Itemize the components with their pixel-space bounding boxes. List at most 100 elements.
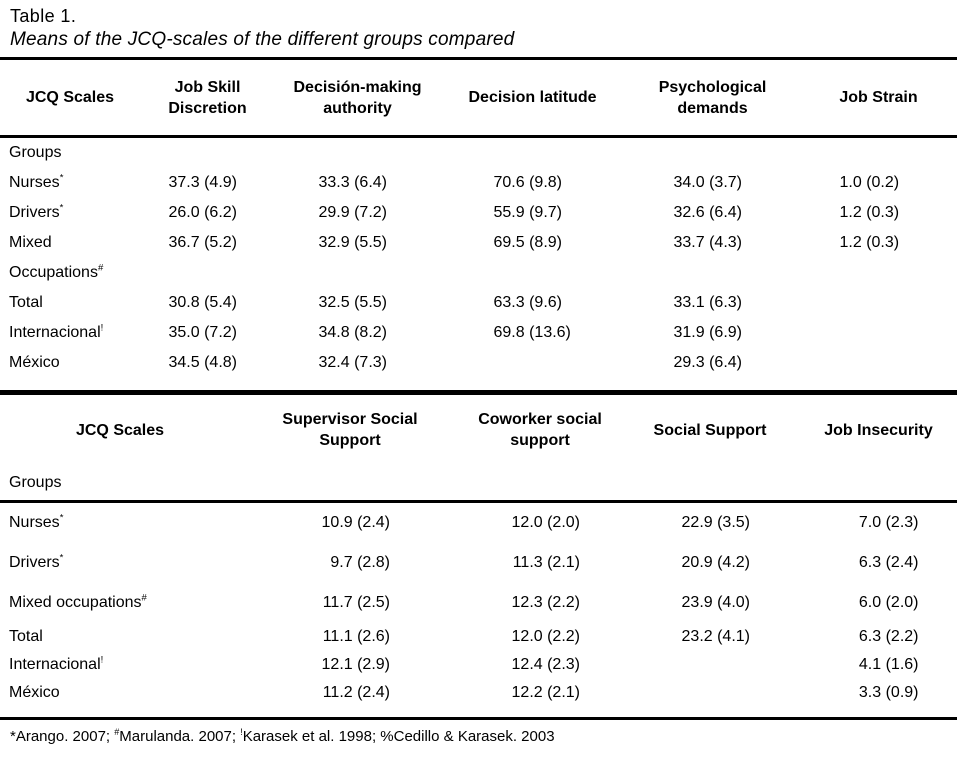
cell-value: 12.1 (2.9): [321, 656, 390, 673]
row-label-cell: Drivers*: [0, 543, 240, 583]
value-cell: 32.9 (5.5): [275, 228, 440, 258]
header-cell: Psychological demands: [625, 60, 800, 135]
empty-cell: [240, 465, 460, 500]
row-label-cell: Mixed occupations#: [0, 583, 240, 623]
row-label: Drivers: [9, 554, 60, 571]
row-label: Internacional: [9, 324, 101, 341]
groups-label: Groups: [9, 473, 62, 491]
value-cell: 34.0 (3.7): [625, 168, 800, 198]
table-row: México 34.5 (4.8) 32.4 (7.3) 29.3 (6.4): [0, 348, 957, 390]
row-label: Mixed: [9, 234, 52, 251]
row-label: Total: [9, 294, 43, 311]
header-line: Social Support: [653, 421, 767, 439]
value-cell: 32.5 (5.5): [275, 288, 440, 318]
value-cell: 11.2 (2.4): [240, 679, 460, 717]
cell-value: 55.9 (9.7): [493, 204, 562, 221]
cell-value: 31.9 (6.9): [673, 324, 742, 341]
value-cell: 69.5 (8.9): [440, 228, 625, 258]
row-label-cell: México: [0, 348, 140, 390]
row-label-cell: Internacional!: [0, 651, 240, 679]
value-cell: [440, 348, 625, 390]
value-cell: 9.7 (2.8): [240, 543, 460, 583]
groups-row: Groups: [0, 138, 957, 168]
value-cell: 29.9 (7.2): [275, 198, 440, 228]
value-cell: 6.0 (2.0): [800, 583, 957, 623]
cell-value: 33.3 (6.4): [318, 174, 387, 191]
value-cell: [440, 258, 625, 288]
row-label: Nurses: [9, 174, 60, 191]
value-cell: 11.7 (2.5): [240, 583, 460, 623]
row-label-sup: *: [59, 552, 64, 564]
cell-value: 11.2 (2.4): [322, 684, 390, 701]
header-line: Job Skill: [174, 78, 241, 96]
row-label-cell: Internacional!: [0, 318, 140, 348]
header-cell: Decisión-making authority: [275, 60, 440, 135]
empty-cell: [625, 138, 800, 168]
value-cell: 33.7 (4.3): [625, 228, 800, 258]
empty-cell: [800, 465, 957, 500]
row-label-cell: Total: [0, 623, 240, 651]
header-row: JCQ Scales Job Skill Discretion Decisión-ma…: [0, 60, 957, 135]
row-label: México: [9, 684, 60, 701]
row-label-cell: Drivers*: [0, 198, 140, 228]
table-row: Drivers* 9.7 (2.8) 11.3 (2.1) 20.9 (4.2) 6.3…: [0, 543, 957, 583]
value-cell: [140, 258, 275, 288]
footnote-symbol-sup: #: [114, 727, 120, 737]
cell-value: 6.3 (2.4): [858, 554, 919, 571]
row-label-sup: *: [59, 202, 64, 214]
cell-value: 6.3 (2.2): [858, 628, 919, 645]
cell-value: 12.3 (2.2): [511, 594, 580, 611]
value-cell: 23.2 (4.1): [620, 623, 800, 651]
value-cell: 30.8 (5.4): [140, 288, 275, 318]
cell-value: 30.8 (5.4): [168, 294, 237, 311]
table-2-body: Nurses* 10.9 (2.4) 12.0 (2.0) 22.9 (3.5) 7.0…: [0, 503, 957, 717]
header-cell: Social Support: [620, 395, 800, 465]
groups-row: Groups: [0, 465, 957, 500]
empty-cell: [620, 465, 800, 500]
value-cell: 1.2 (0.3): [800, 228, 957, 258]
value-cell: [800, 348, 957, 390]
header-line: Supervisor Social: [282, 411, 418, 428]
cell-value: 11.3 (2.1): [512, 554, 580, 571]
row-label-cell: Mixed: [0, 228, 140, 258]
cell-value: 23.9 (4.0): [681, 594, 750, 611]
header-line: demands: [677, 99, 748, 117]
header-line: support: [510, 432, 570, 449]
row-label-sup: #: [97, 262, 104, 274]
value-cell: 55.9 (9.7): [440, 198, 625, 228]
header-line: Job Insecurity: [824, 421, 933, 439]
cell-value: 6.0 (2.0): [858, 594, 919, 611]
cell-value: 32.6 (6.4): [673, 204, 742, 221]
row-label: Internacional: [9, 656, 101, 673]
value-cell: 26.0 (6.2): [140, 198, 275, 228]
header-line: Coworker social: [478, 411, 602, 428]
value-cell: 10.9 (2.4): [240, 503, 460, 543]
table-row: Total 30.8 (5.4) 32.5 (5.5) 63.3 (9.6) 33.1 …: [0, 288, 957, 318]
cell-value: 11.1 (2.6): [322, 628, 390, 645]
table-row: Occupations#: [0, 258, 957, 288]
header-line: Job Strain: [839, 89, 918, 106]
table-row: Total 11.1 (2.6) 12.0 (2.2) 23.2 (4.1) 6.3 (…: [0, 623, 957, 651]
groups-label-cell: Groups: [0, 138, 140, 168]
value-cell: 31.9 (6.9): [625, 318, 800, 348]
cell-value: 33.7 (4.3): [673, 234, 742, 251]
cell-value: 29.9 (7.2): [318, 204, 387, 221]
cell-value: 12.0 (2.2): [511, 628, 580, 645]
empty-cell: [275, 138, 440, 168]
value-cell: 69.8 (13.6): [440, 318, 625, 348]
table-2-header: JCQ Scales Supervisor Social Support Cowork…: [0, 395, 957, 500]
value-cell: 35.0 (7.2): [140, 318, 275, 348]
row-label-sup: !: [100, 322, 104, 334]
cell-value: 70.6 (9.8): [493, 174, 562, 191]
value-cell: [800, 288, 957, 318]
table-row: Mixed occupations# 11.7 (2.5) 12.3 (2.2) 23…: [0, 583, 957, 623]
header-cell: Job Insecurity: [800, 395, 957, 465]
header-line: Decisión-making: [293, 78, 422, 96]
header-cell: Job Strain: [800, 60, 957, 135]
value-cell: 12.0 (2.0): [460, 503, 620, 543]
header-cell: Coworker social support: [460, 395, 620, 465]
cell-value: 29.3 (6.4): [673, 354, 742, 371]
cell-value: 32.4 (7.3): [318, 354, 387, 371]
value-cell: 12.2 (2.1): [460, 679, 620, 717]
cell-value: 69.5 (8.9): [493, 234, 562, 251]
